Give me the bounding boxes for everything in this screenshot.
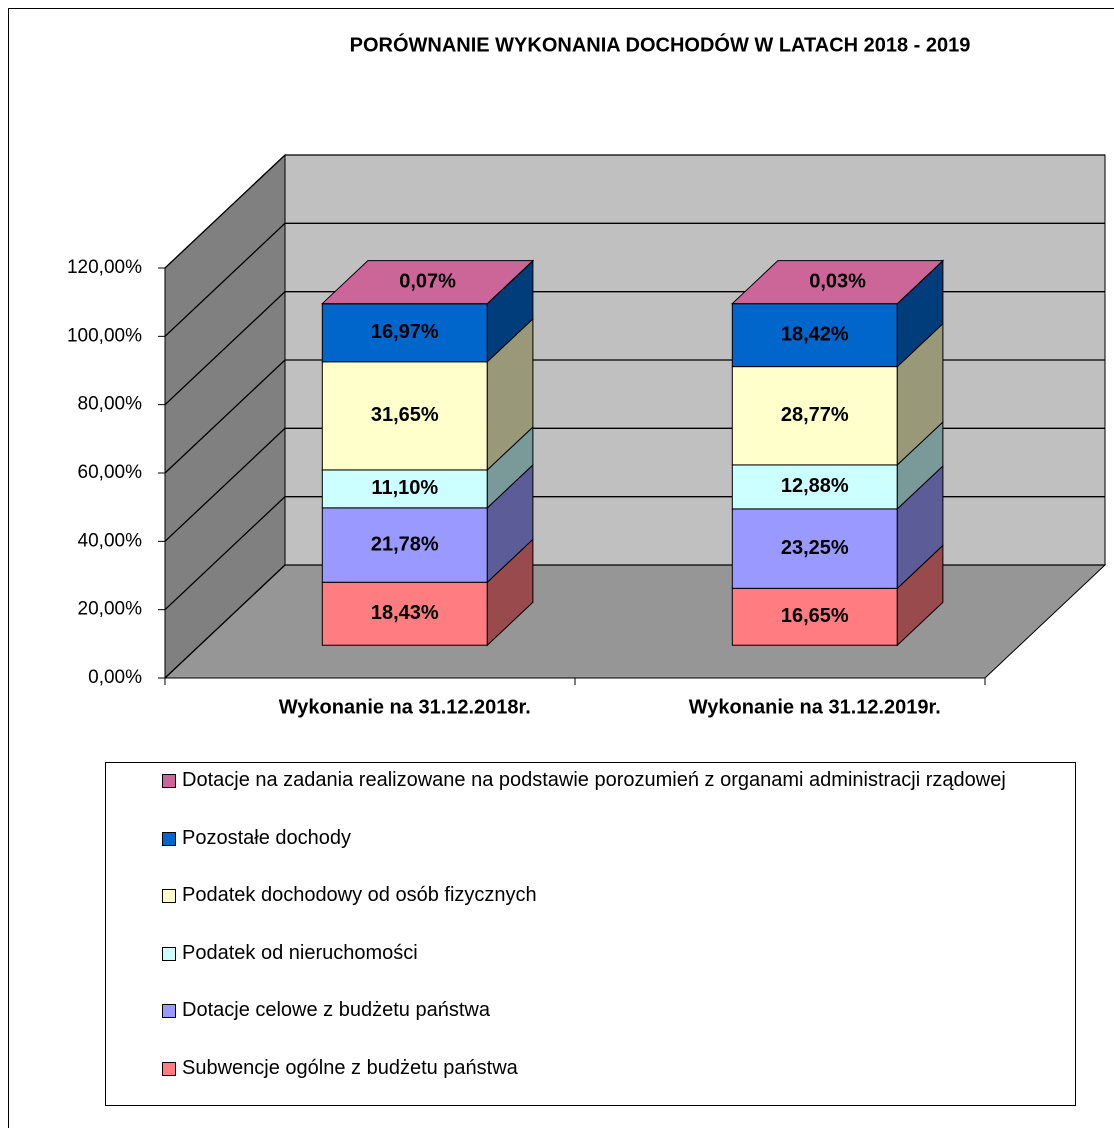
legend-swatch bbox=[162, 1061, 176, 1076]
legend-swatch bbox=[162, 774, 176, 788]
legend-label: Dotacje na zadania realizowane na podsta… bbox=[182, 769, 1006, 791]
legend-item: Pozostałe dochody bbox=[162, 824, 1042, 882]
y-tick-label: 40,00% bbox=[78, 530, 143, 551]
legend-swatch bbox=[162, 831, 176, 846]
legend-item: Podatek dochodowy od osób fizycznych bbox=[162, 881, 1042, 939]
x-tick-label: Wykonanie na 31.12.2019r. bbox=[689, 696, 941, 718]
data-label: 16,65% bbox=[781, 605, 849, 627]
bar-segment bbox=[731, 366, 898, 466]
bar-segment bbox=[321, 507, 488, 583]
legend-swatch bbox=[162, 946, 176, 961]
bar-segment bbox=[731, 464, 898, 510]
bar-segment bbox=[321, 303, 488, 363]
data-label: 28,77% bbox=[781, 404, 849, 426]
legend-label: Podatek od nieruchomości bbox=[182, 941, 418, 964]
floor bbox=[163, 564, 1107, 679]
legend-label: Pozostałe dochody bbox=[182, 826, 352, 849]
chart-title: PORÓWNANIE WYKONANIA DOCHODÓW W LATACH 2… bbox=[350, 32, 971, 56]
data-label: 11,10% bbox=[371, 477, 438, 499]
bar-segment bbox=[731, 303, 898, 368]
bar-top bbox=[731, 260, 945, 305]
bar-segment bbox=[321, 361, 488, 471]
legend: Dotacje na zadania realizowane na podsta… bbox=[105, 762, 1076, 1106]
data-label: 18,43% bbox=[371, 602, 439, 624]
data-label: 0,07% bbox=[399, 270, 456, 292]
bar-segment bbox=[321, 581, 488, 646]
legend-item: Dotacje na zadania realizowane na podsta… bbox=[162, 766, 1042, 824]
frame bbox=[8, 8, 1114, 1128]
legend-item: Dotacje celowe z budżetu państwa bbox=[162, 996, 1042, 1054]
legend-label: Subwencje ogólne z budżetu państwa bbox=[182, 1056, 518, 1079]
grid-line bbox=[164, 222, 1105, 337]
data-label: 0,03% bbox=[809, 270, 866, 292]
legend-item: Podatek od nieruchomości bbox=[162, 939, 1042, 997]
data-label: 12,88% bbox=[781, 475, 849, 497]
legend-swatch bbox=[162, 889, 176, 903]
grid-line bbox=[164, 154, 1105, 269]
y-tick-label: 60,00% bbox=[78, 462, 143, 483]
y-tick-label: 80,00% bbox=[78, 394, 143, 415]
legend-label: Podatek dochodowy od osób fizycznych bbox=[182, 884, 537, 906]
data-label: 21,78% bbox=[371, 533, 439, 555]
legend-item: Subwencje ogólne z budżetu państwa bbox=[162, 1054, 1042, 1112]
data-label: 18,42% bbox=[781, 323, 849, 345]
data-label: 31,65% bbox=[371, 404, 439, 426]
y-tick-label: 20,00% bbox=[78, 599, 143, 620]
bar-top bbox=[321, 260, 535, 305]
x-tick-label: Wykonanie na 31.12.2018r. bbox=[279, 696, 531, 718]
bar-segment bbox=[731, 587, 898, 646]
data-label: 23,25% bbox=[781, 537, 849, 559]
y-tick-label: 100,00% bbox=[67, 325, 142, 346]
legend-swatch bbox=[162, 1004, 176, 1018]
bar-segment bbox=[321, 469, 488, 509]
data-label: 16,97% bbox=[371, 321, 439, 343]
y-tick-label: 120,00% bbox=[67, 257, 142, 278]
legend-label: Dotacje celowe z budżetu państwa bbox=[182, 999, 490, 1021]
y-tick-label: 0,00% bbox=[88, 667, 142, 688]
bar-segment bbox=[731, 508, 898, 589]
